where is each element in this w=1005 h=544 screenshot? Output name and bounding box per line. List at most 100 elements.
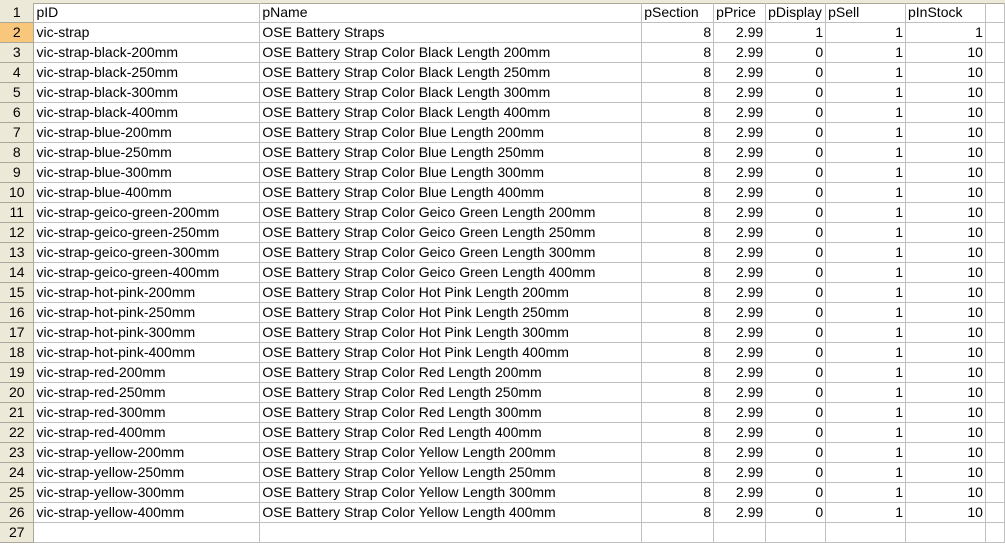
cell-pinstock[interactable]: 10 [905,62,986,83]
cell-pname[interactable]: OSE Battery Strap Color Yellow Length 40… [259,502,643,523]
cell-h[interactable] [984,222,1005,243]
cell-pname[interactable]: OSE Battery Strap Color Geico Green Leng… [259,262,643,283]
cell-psection[interactable]: 8 [641,342,715,363]
cell-psection[interactable]: 8 [641,322,715,343]
row-header[interactable]: 5 [0,82,35,103]
cell-pname[interactable]: OSE Battery Strap Color Hot Pink Length … [259,282,643,303]
cell-pid[interactable]: vic-strap-geico-green-300mm [33,242,261,263]
row-header[interactable]: 4 [0,62,35,83]
cell-pname[interactable]: OSE Battery Strap Color Black Length 300… [259,82,643,103]
cell-pinstock[interactable]: 10 [905,82,986,103]
cell-pid[interactable]: vic-strap-black-200mm [33,42,261,63]
cell-psection[interactable]: 8 [641,42,715,63]
cell-h[interactable] [984,202,1005,223]
cell-pprice[interactable]: 2.99 [713,362,767,383]
cell-psection[interactable]: 8 [641,182,715,203]
cell-pprice[interactable]: 2.99 [713,222,767,243]
cell-h[interactable] [984,162,1005,183]
cell-pinstock[interactable]: 10 [905,102,986,123]
row-header[interactable]: 2 [0,22,35,43]
cell-pdisplay[interactable]: 0 [765,102,827,123]
cell-psell[interactable]: 1 [825,502,906,523]
cell-pname[interactable]: pName [259,3,643,23]
cell-pname[interactable]: OSE Battery Strap Color Red Length 300mm [259,402,643,423]
row-header[interactable]: 23 [0,442,35,463]
cell-psection[interactable]: 8 [641,102,715,123]
row-header[interactable]: 21 [0,402,35,423]
cell-pname[interactable]: OSE Battery Strap Color Geico Green Leng… [259,222,643,243]
cell-pid[interactable]: vic-strap-geico-green-200mm [33,202,261,223]
row-header[interactable]: 19 [0,362,35,383]
row-header[interactable]: 22 [0,422,35,443]
cell-psection[interactable]: 8 [641,402,715,423]
cell-pprice[interactable]: 2.99 [713,42,767,63]
cell-psell[interactable]: 1 [825,342,906,363]
cell-psection[interactable]: 8 [641,122,715,143]
row-header[interactable]: 1 [0,3,35,23]
cell-psell[interactable]: 1 [825,402,906,423]
cell-pdisplay[interactable]: 0 [765,142,827,163]
cell-pinstock[interactable]: 10 [905,42,986,63]
row-header[interactable]: 16 [0,302,35,323]
cell-pdisplay[interactable]: 0 [765,482,827,503]
cell-psell[interactable]: 1 [825,242,906,263]
cell-pprice[interactable]: 2.99 [713,382,767,403]
cell-pname[interactable]: OSE Battery Strap Color Geico Green Leng… [259,242,643,263]
cell-pname[interactable] [259,522,643,543]
cell-h[interactable] [984,462,1005,483]
cell-pid[interactable]: vic-strap-black-400mm [33,102,261,123]
cell-pname[interactable]: OSE Battery Strap Color Black Length 400… [259,102,643,123]
cell-psection[interactable]: 8 [641,142,715,163]
cell-psell[interactable]: 1 [825,362,906,383]
cell-psell[interactable]: 1 [825,442,906,463]
cell-pname[interactable]: OSE Battery Strap Color Red Length 250mm [259,382,643,403]
cell-pid[interactable]: vic-strap-red-400mm [33,422,261,443]
cell-pid[interactable]: vic-strap-yellow-250mm [33,462,261,483]
cell-pid[interactable]: vic-strap-yellow-200mm [33,442,261,463]
cell-psell[interactable]: 1 [825,482,906,503]
cell-pprice[interactable]: 2.99 [713,162,767,183]
cell-pinstock[interactable] [905,522,986,543]
cell-pid[interactable]: vic-strap-black-250mm [33,62,261,83]
cell-psection[interactable]: 8 [641,482,715,503]
cell-h[interactable] [984,362,1005,383]
cell-h[interactable] [984,442,1005,463]
row-header[interactable]: 8 [0,142,35,163]
cell-pdisplay[interactable]: 0 [765,162,827,183]
cell-pdisplay[interactable]: 0 [765,422,827,443]
cell-psection[interactable]: 8 [641,162,715,183]
cell-psection[interactable]: 8 [641,302,715,323]
cell-pdisplay[interactable]: 0 [765,362,827,383]
cell-h[interactable] [984,62,1005,83]
row-header[interactable]: 10 [0,182,35,203]
cell-h[interactable] [984,302,1005,323]
cell-pname[interactable]: OSE Battery Strap Color Hot Pink Length … [259,342,643,363]
row-header[interactable]: 27 [0,522,35,543]
cell-pid[interactable]: vic-strap-yellow-300mm [33,482,261,503]
cell-pprice[interactable]: 2.99 [713,422,767,443]
row-header[interactable]: 15 [0,282,35,303]
cell-pid[interactable]: vic-strap-hot-pink-250mm [33,302,261,323]
cell-psell[interactable]: 1 [825,282,906,303]
cell-psell[interactable]: 1 [825,42,906,63]
cell-pdisplay[interactable]: 0 [765,222,827,243]
row-header[interactable]: 3 [0,42,35,63]
cell-psection[interactable] [641,522,715,543]
row-header[interactable]: 17 [0,322,35,343]
cell-psell[interactable]: 1 [825,382,906,403]
cell-pname[interactable]: OSE Battery Strap Color Geico Green Leng… [259,202,643,223]
row-header[interactable]: 13 [0,242,35,263]
cell-h[interactable] [984,482,1005,503]
cell-pname[interactable]: OSE Battery Strap Color Yellow Length 30… [259,482,643,503]
row-header[interactable]: 12 [0,222,35,243]
cell-pprice[interactable]: 2.99 [713,102,767,123]
cell-pid[interactable]: vic-strap-hot-pink-300mm [33,322,261,343]
cell-pid[interactable]: vic-strap-blue-300mm [33,162,261,183]
cell-pprice[interactable] [713,522,767,543]
cell-pinstock[interactable]: 10 [905,462,986,483]
cell-pinstock[interactable]: 10 [905,402,986,423]
cell-pprice[interactable]: 2.99 [713,82,767,103]
cell-psection[interactable]: 8 [641,22,715,43]
cell-pdisplay[interactable]: 0 [765,82,827,103]
cell-psection[interactable]: 8 [641,222,715,243]
